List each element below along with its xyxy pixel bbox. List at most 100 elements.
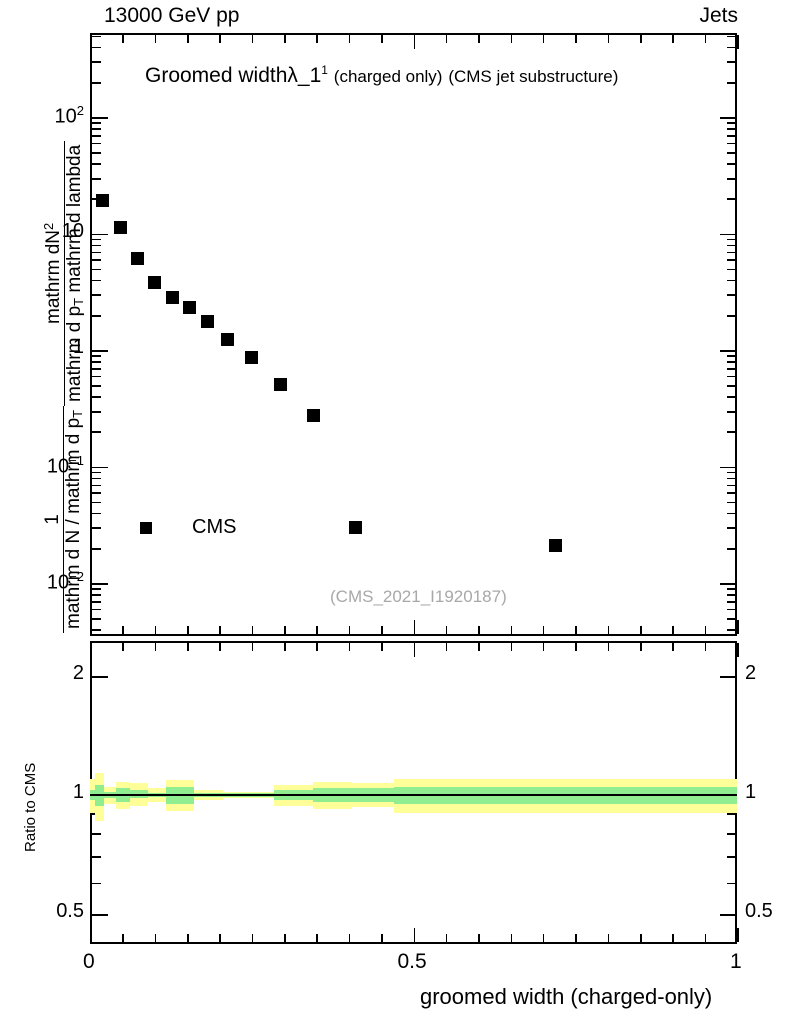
y-tick-main [92,142,101,145]
data-point-marker [348,520,362,534]
y-tick-main-right [727,396,736,398]
x-tick-ratio-top [639,643,642,651]
x-tick-ratio-bottom [284,934,286,942]
y-tick-main-right [727,244,736,247]
y-tick-label-main: 1 [72,336,84,358]
x-tick-main-top [737,35,739,49]
y-tick-main [92,588,101,590]
y-tick-main [92,61,101,63]
y-tick-ratio-right [727,856,736,858]
x-tick-main-top [348,35,351,43]
x-tick-ratio-top [154,643,157,651]
y-tick-main-right [727,594,736,596]
y-tick-main-right [727,492,736,494]
x-tick-ratio-bottom [316,934,319,942]
data-point-marker [165,290,179,304]
y-tick-main-right [720,350,736,352]
y-tick-ratio-right [720,914,736,916]
x-tick-main-bottom [154,626,157,634]
header-category: Jets [699,4,738,27]
x-tick-main-bottom [639,626,642,634]
analysis-id-watermark: (CMS_2021_I1920187) [330,587,507,606]
y-tick-main [92,152,101,154]
x-tick-main-bottom [672,626,674,634]
data-point-marker [96,193,110,207]
y-tick-main [92,177,101,180]
x-tick-ratio-top [478,643,480,651]
y-tick-label-main: 10 [61,219,84,242]
y-tick-main-right [727,81,736,84]
x-tick-ratio-top [90,643,92,657]
y-tick-ratio-right [727,882,736,885]
x-tick-main-top [542,35,545,43]
legend: CMS [140,516,236,539]
y-tick-main-right [727,547,736,550]
y-tick-main [92,471,101,474]
y-tick-main [92,368,101,370]
y-tick-main [92,492,101,494]
y-tick-main-right [727,601,736,603]
y-tick-label-main: 10−2 [46,569,84,594]
x-tick-main-top [251,35,254,43]
y-tick-main [92,251,101,254]
x-tick-main-top [381,35,383,43]
x-tick-main-top [575,35,577,43]
x-tick-ratio-bottom [607,934,610,942]
y-tick-main-right [727,35,736,38]
x-axis-label: groomed width (charged-only) [420,984,713,1009]
y-tick-main [92,527,101,529]
x-tick-main-top [316,35,319,43]
data-point-marker [113,221,127,235]
x-tick-ratio-top [445,643,448,651]
y-tick-main-right [727,122,736,124]
x-tick-main-top [122,35,124,43]
y-tick-main-right [727,368,736,370]
x-tick-ratio-top [187,643,189,651]
x-tick-main-top [445,35,448,43]
x-tick-main-bottom [90,620,92,634]
data-point-marker [183,301,197,315]
y-tick-main [92,244,101,247]
x-tick-ratio-bottom [542,934,545,942]
x-tick-ratio-bottom [704,934,707,942]
x-tick-ratio-top [316,643,319,651]
y-tick-main-right [727,152,736,154]
x-tick-main-top [154,35,157,43]
legend-marker-cms [140,521,152,534]
y-tick-main [92,314,101,317]
data-point-marker [220,333,234,347]
y-tick-main [92,601,101,603]
y-tick-main-right [720,233,736,236]
y-tick-main-right [727,431,736,434]
y-tick-main [92,375,101,378]
y-tick-main-right [720,117,736,119]
y-tick-ratio-right [727,813,736,815]
x-tick-main-bottom [478,626,480,634]
y-tick-main-right [727,238,736,241]
x-tick-main-top [219,35,221,43]
y-tick-ratio [92,914,108,916]
y-tick-main-right [727,46,736,49]
x-tick-ratio-bottom [219,934,221,942]
y-tick-main-right [727,251,736,254]
y-tick-ratio [92,882,101,885]
y-tick-ratio [92,676,108,678]
y-tick-main-right [727,477,736,480]
data-point-marker [148,275,162,289]
x-tick-ratio-bottom [90,928,92,942]
y-tick-main [92,410,101,413]
y-tick-main-right [727,355,736,357]
y-tick-main [92,46,101,49]
x-tick-ratio-bottom [251,934,254,942]
y-tick-ratio-right [720,676,736,678]
x-tick-label: 0.5 [397,950,427,973]
x-tick-main-bottom [575,626,577,634]
y-tick-label-ratio: 2 [72,662,84,684]
y-tick-main-right [720,466,736,469]
x-tick-ratio-top [607,643,610,651]
y-tick-main [92,466,108,469]
x-tick-ratio-top [348,643,351,651]
y-tick-main [92,117,108,119]
y-tick-main [92,547,101,550]
